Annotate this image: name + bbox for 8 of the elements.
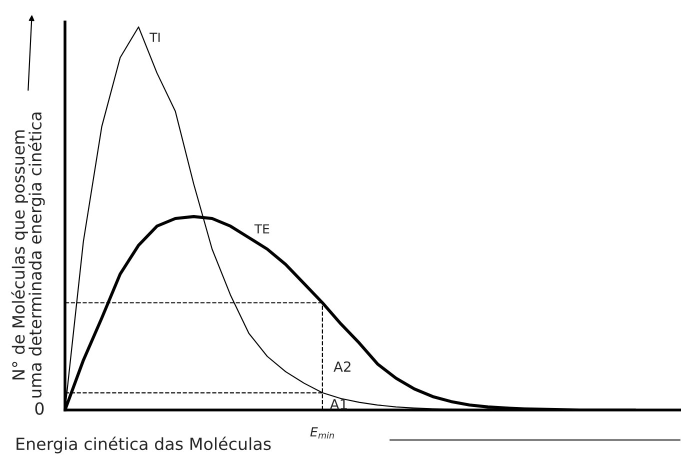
text: 0 — [35, 402, 44, 415]
x-axis-title: Energia cinética das Moléculas — [16, 436, 271, 454]
annotation: TI — [150, 32, 160, 42]
annotation: A2 — [334, 361, 350, 372]
annotation: TE — [254, 224, 270, 234]
annotation: A1 — [330, 399, 347, 410]
text: E$_{min}$ — [310, 427, 334, 438]
y-axis-title: N° de Moléculas que possuem uma determinada energia cinética — [11, 112, 45, 398]
